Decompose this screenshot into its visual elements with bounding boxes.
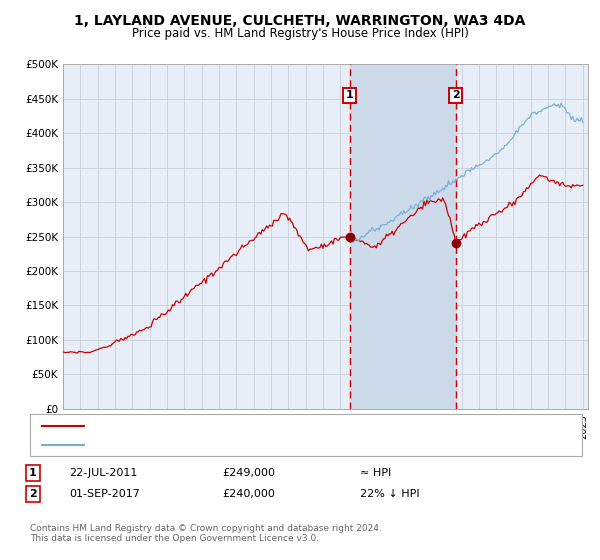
Text: ≈ HPI: ≈ HPI — [360, 468, 391, 478]
Text: 01-SEP-2017: 01-SEP-2017 — [69, 489, 140, 499]
Text: 1: 1 — [346, 90, 353, 100]
Text: 1, LAYLAND AVENUE, CULCHETH, WARRINGTON, WA3 4DA: 1, LAYLAND AVENUE, CULCHETH, WARRINGTON,… — [74, 14, 526, 28]
Text: 2: 2 — [452, 90, 460, 100]
Text: Contains HM Land Registry data © Crown copyright and database right 2024.
This d: Contains HM Land Registry data © Crown c… — [30, 524, 382, 543]
Text: £249,000: £249,000 — [222, 468, 275, 478]
Text: 1: 1 — [29, 468, 37, 478]
Text: £240,000: £240,000 — [222, 489, 275, 499]
Text: 22% ↓ HPI: 22% ↓ HPI — [360, 489, 419, 499]
Text: Price paid vs. HM Land Registry's House Price Index (HPI): Price paid vs. HM Land Registry's House … — [131, 27, 469, 40]
Bar — [350, 64, 456, 409]
Text: 2: 2 — [29, 489, 37, 499]
Text: 22-JUL-2011: 22-JUL-2011 — [69, 468, 137, 478]
Text: 1, LAYLAND AVENUE, CULCHETH, WARRINGTON, WA3 4DA (detached house): 1, LAYLAND AVENUE, CULCHETH, WARRINGTON,… — [90, 421, 464, 431]
Text: HPI: Average price, detached house, Warrington: HPI: Average price, detached house, Warr… — [90, 440, 325, 450]
